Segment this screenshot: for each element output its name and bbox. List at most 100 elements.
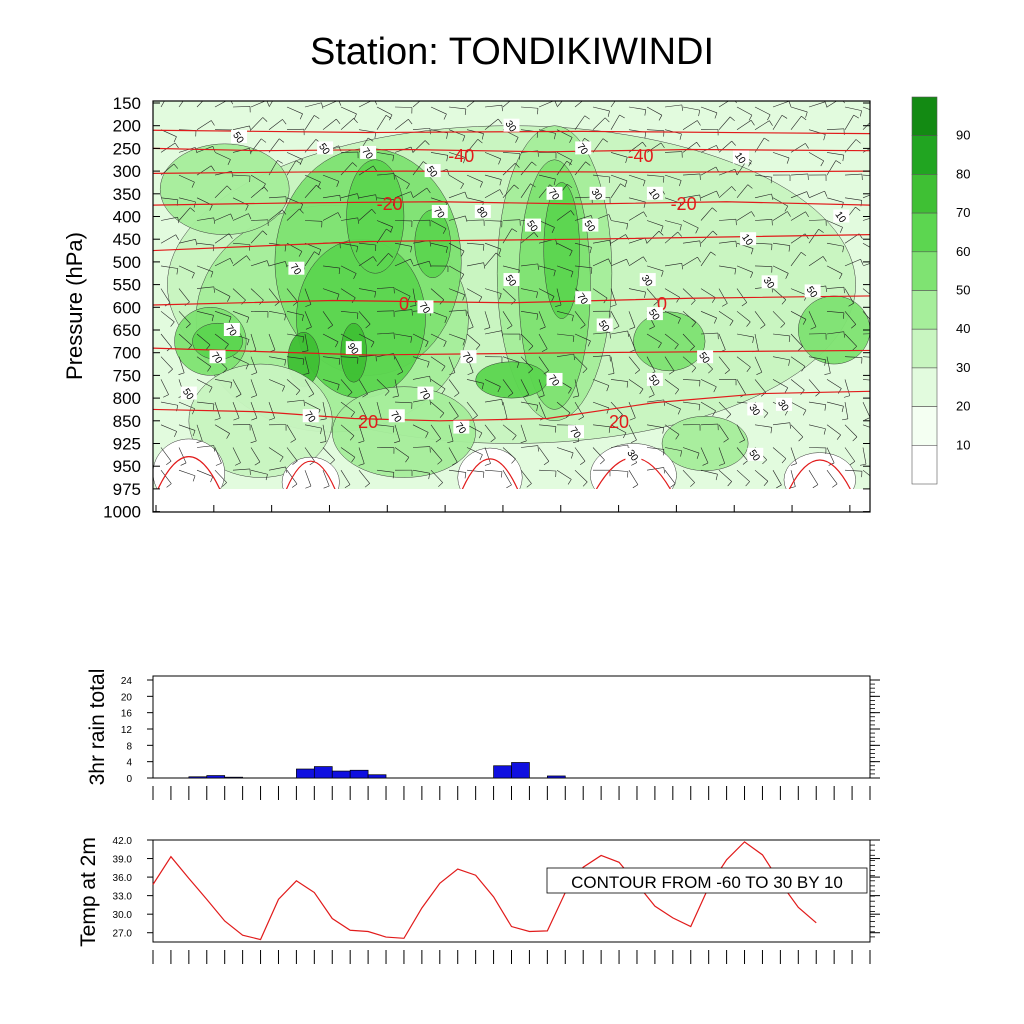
wind-barb-flag <box>168 368 173 374</box>
wind-barb <box>700 447 709 464</box>
wind-barb-flag <box>407 296 411 302</box>
wind-barb <box>592 138 604 153</box>
wind-barb <box>376 424 394 427</box>
wind-barb-flag <box>644 237 648 244</box>
contour-label-box <box>180 386 197 400</box>
wind-barb <box>790 311 807 320</box>
wind-barb <box>826 160 837 176</box>
wind-barb-flag <box>428 473 431 480</box>
wind-barb-flag <box>644 132 647 139</box>
wind-barb <box>736 311 751 323</box>
temperature-contour <box>788 459 851 489</box>
wind-barb-flag <box>453 415 459 420</box>
wind-barb-flag <box>357 217 360 224</box>
temperature-contour <box>285 460 336 489</box>
wind-barb <box>484 118 499 130</box>
wind-barb <box>196 311 214 316</box>
wind-barb-flag <box>770 427 773 434</box>
wind-barb-flag <box>386 228 392 233</box>
temperature-contour-label: -40 <box>628 146 654 166</box>
wind-barb <box>538 401 546 418</box>
wind-barb <box>502 288 516 301</box>
wind-barb <box>808 470 819 485</box>
wind-barb-flag <box>860 259 864 265</box>
wind-barb <box>808 401 826 406</box>
wind-barb-flag <box>227 159 231 166</box>
wind-barb <box>772 333 790 337</box>
wind-barb <box>772 288 787 300</box>
wind-barb <box>844 447 856 462</box>
wind-barb <box>826 356 831 374</box>
contour-label-box <box>747 402 764 416</box>
wind-barb-flag <box>712 410 716 417</box>
wind-barb-flag <box>763 412 769 418</box>
wind-barb <box>178 174 195 183</box>
wind-barb <box>268 288 280 303</box>
wind-barb-flag <box>501 330 504 337</box>
wind-barb <box>250 186 265 199</box>
wind-barb-flag <box>538 395 545 398</box>
wind-barb <box>376 402 382 419</box>
wind-barb-flag <box>205 344 211 350</box>
temp2m-axis-label: Temp at 2m <box>77 837 100 947</box>
colorbar-swatch <box>911 290 938 330</box>
wind-barb-flag <box>305 326 312 330</box>
wind-barb <box>340 162 353 176</box>
temperature-contour-label: 0 <box>657 294 667 314</box>
contour-label-box <box>646 307 663 321</box>
contour-label-box <box>747 447 764 461</box>
wind-barb <box>358 208 372 221</box>
wind-barb <box>358 288 376 292</box>
wind-barb <box>520 288 538 293</box>
wind-barb-flag <box>658 230 664 236</box>
wind-barb-flag <box>805 143 809 149</box>
wind-barb <box>250 356 258 373</box>
wind-barb <box>574 379 580 397</box>
wind-barb-flag <box>699 240 701 247</box>
wind-barb-flag <box>788 101 792 107</box>
wind-barb <box>340 447 356 458</box>
wind-barb <box>790 116 802 130</box>
wind-barb-flag <box>712 230 718 236</box>
wind-barb-flag <box>537 445 539 452</box>
wind-barb-flag <box>300 204 304 210</box>
wind-barb <box>574 196 592 199</box>
wind-barb-flag <box>875 252 878 257</box>
wind-barb <box>628 106 646 110</box>
wind-barb-flag <box>696 452 700 459</box>
wind-barb <box>610 469 628 472</box>
wind-barb <box>502 163 516 176</box>
wind-barb-flag <box>750 120 755 126</box>
wind-barb-flag <box>506 325 513 330</box>
pressure-tick-label: 700 <box>113 344 141 363</box>
wind-barb-flag <box>729 116 735 122</box>
wind-barb-flag <box>677 408 681 415</box>
wind-barb <box>196 401 214 405</box>
wind-barb-flag <box>789 422 791 429</box>
wind-barb <box>556 469 572 480</box>
wind-barb <box>700 379 717 388</box>
wind-barb-flag <box>528 368 533 374</box>
wind-barb-flag <box>426 187 431 194</box>
wind-barb <box>646 424 664 428</box>
shade-bottom-clear <box>153 489 870 512</box>
wind-barb-flag <box>528 345 534 351</box>
wind-barb <box>358 447 365 464</box>
wind-barb <box>754 311 766 326</box>
wind-barb-flag <box>607 110 610 117</box>
wind-barb-flag <box>590 267 593 274</box>
temp2m-tick-label: 30.0 <box>113 910 133 921</box>
wind-barb <box>376 115 387 130</box>
wind-barb <box>160 333 172 348</box>
wind-barb-flag <box>781 299 787 305</box>
wind-barb-flag <box>723 438 729 443</box>
wind-barb-flag <box>784 409 789 416</box>
wind-barb <box>664 424 680 435</box>
wind-barb <box>574 356 588 369</box>
wind-barb-flag <box>245 205 249 211</box>
wind-barb <box>610 288 617 305</box>
wind-barb <box>754 356 763 373</box>
wind-barb-flag <box>337 384 340 391</box>
wind-barb-flag <box>330 459 335 465</box>
wind-barb-flag <box>441 366 446 372</box>
